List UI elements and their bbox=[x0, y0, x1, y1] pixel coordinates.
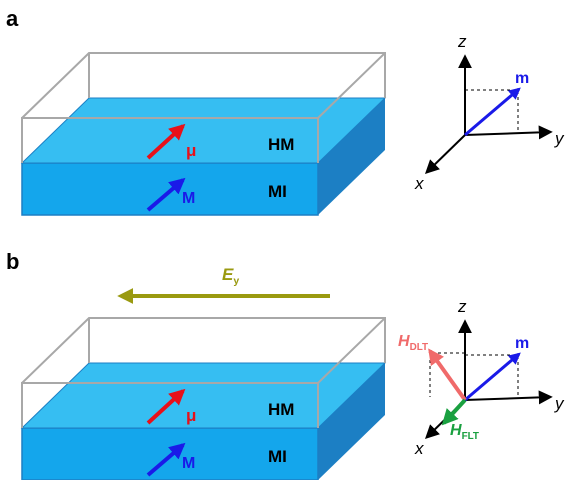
panel-label: b bbox=[6, 249, 19, 274]
flt-label-symbol: H bbox=[450, 422, 462, 439]
axis-label: y bbox=[554, 394, 565, 413]
y-axis bbox=[465, 397, 550, 400]
flt-label-subscript: FLT bbox=[462, 431, 479, 442]
dlt-arrow bbox=[430, 351, 465, 400]
m-label: m bbox=[515, 70, 529, 87]
m-arrow bbox=[465, 354, 519, 400]
figure: aHMMIμMzyxmbHMMIμMzyxmHDLTHFLTEy bbox=[0, 0, 566, 480]
axis-label: x bbox=[414, 174, 424, 193]
layer-label: HM bbox=[268, 400, 294, 419]
m-arrow bbox=[465, 89, 519, 135]
panel: a HM MI μ Mz y x m bbox=[6, 6, 565, 215]
M-label: M bbox=[182, 190, 195, 207]
flt-label: HFLT bbox=[450, 422, 479, 442]
m-label: m bbox=[515, 335, 529, 352]
field-label-symbol: E bbox=[222, 265, 234, 284]
field-label-subscript: y bbox=[233, 275, 239, 287]
layer-label: HM bbox=[268, 135, 294, 154]
y-axis bbox=[465, 132, 550, 135]
dlt-label-symbol: H bbox=[398, 333, 410, 350]
axis-label: y bbox=[554, 129, 565, 148]
layer-label: MI bbox=[268, 182, 287, 201]
axis-label: z bbox=[457, 32, 467, 51]
field-label: Ey bbox=[222, 265, 239, 287]
M-label: M bbox=[182, 455, 195, 472]
axis-label: x bbox=[414, 439, 424, 458]
axis-label: z bbox=[457, 297, 467, 316]
mu-label: μ bbox=[186, 141, 196, 160]
x-axis bbox=[427, 135, 465, 172]
mu-label: μ bbox=[186, 406, 196, 425]
flt-arrow bbox=[444, 400, 465, 423]
panel-label: a bbox=[6, 6, 19, 31]
layer-label: MI bbox=[268, 447, 287, 466]
dlt-label-subscript: DLT bbox=[410, 342, 429, 353]
dlt-label: HDLT bbox=[398, 333, 428, 353]
